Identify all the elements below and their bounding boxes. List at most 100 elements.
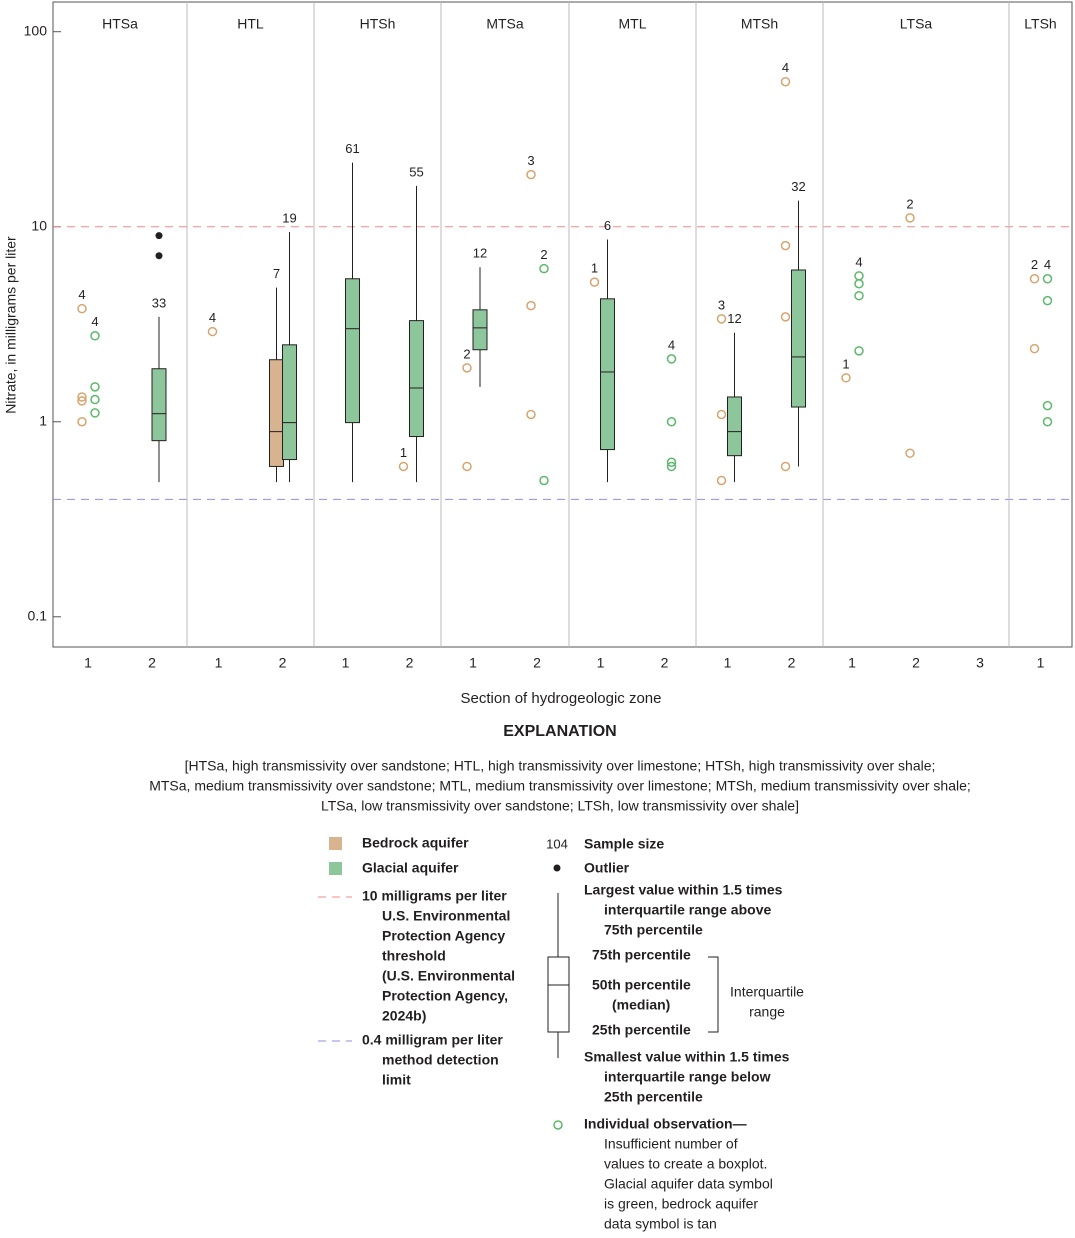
x-tick-label: 2 [533,655,541,671]
zone-label: HTSa [102,16,138,32]
y-tick-label: 10 [31,217,47,233]
legend-label: Protection Agency [382,928,505,944]
box [282,344,297,461]
x-tick-label: 1 [597,655,605,671]
observation [1042,417,1053,427]
key-label: interquartile range below [604,1069,771,1085]
sample-size: 1 [400,445,407,460]
observation [666,457,677,467]
x-tick-label: 2 [148,655,156,671]
observation [780,76,791,87]
zone-label: MTSa [486,16,524,32]
zone-label: MTSh [741,16,778,32]
sample-size: 4 [1044,257,1051,272]
observation [1042,295,1053,306]
observation [1042,274,1053,284]
legend-swatch [329,862,342,875]
sample-size: 4 [91,314,98,329]
observation [780,461,791,472]
outlier [155,232,163,240]
sample-size: 2 [1031,257,1038,272]
legend-label: 10 milligrams per liter [362,888,507,904]
key-label: Interquartile [730,984,804,1000]
x-tick-label: 1 [1037,655,1045,671]
observation [462,461,472,472]
sample-size: 19 [282,210,296,225]
observation [77,396,87,406]
sample-size: 1 [842,356,849,371]
sample-size: 61 [345,141,359,156]
sample-size: 4 [78,287,85,302]
box [151,368,167,442]
x-axis-label: Section of hydrogeologic zone [461,690,662,707]
observation [841,373,851,383]
key-label: Individual observation— [584,1116,747,1132]
x-tick-label: 3 [976,655,984,671]
legend-swatch [329,837,342,850]
sample-size: 33 [152,295,166,310]
x-tick-label: 1 [469,655,477,671]
key-label: Smallest value within 1.5 times [584,1049,790,1065]
sample-size: 12 [473,246,487,261]
zone-label: HTSh [360,16,396,32]
observation [539,263,549,274]
sample-size: 2 [463,346,470,361]
observation [90,382,100,392]
observation [526,169,536,180]
observation [854,290,864,301]
observation [716,475,727,486]
key-label: Largest value within 1.5 times [584,882,783,898]
observation [780,312,791,322]
sample-size: 55 [409,164,423,179]
observation [905,448,915,458]
plot-frame [52,1,1073,648]
key-label: interquartile range above [604,902,771,918]
x-tick-label: 1 [215,655,223,671]
box [269,359,284,467]
key-label: Insufficient number of [604,1136,738,1152]
note: [HTSa, high transmissivity over sandston… [185,758,936,774]
note: MTSa, medium transmissivity over sandsto… [149,778,971,794]
box [727,396,742,457]
observation [90,394,100,405]
observation [905,213,915,223]
observation [589,277,600,287]
observation [77,392,87,402]
key-label: 25th percentile [592,1022,691,1038]
observation [90,408,100,418]
key-outlier [553,864,561,872]
key-label: Outlier [584,860,630,876]
x-tick-label: 1 [84,655,92,671]
observation [539,475,549,486]
sample-size: 4 [782,60,789,75]
zone-label: LTSa [900,16,933,32]
x-tick-label: 2 [788,655,796,671]
observation [854,271,864,281]
observation [1029,274,1040,284]
key-label: data symbol is tan [604,1216,717,1232]
zone-label: MTL [619,16,647,32]
key-label: 25th percentile [604,1089,703,1105]
legend-label: Glacial aquifer [362,860,459,876]
observation [716,314,727,324]
note: LTSa, low transmissivity over sandstone;… [321,798,799,814]
legend-label: Protection Agency, [382,988,508,1004]
outlier [155,252,163,260]
observation [77,303,87,314]
observation [666,354,677,364]
legend-label: threshold [382,948,446,964]
observation [666,461,677,472]
key-sample-size-example: 104 [546,836,568,851]
x-tick-label: 2 [279,655,287,671]
box [409,320,424,438]
legend-label: 0.4 milligram per liter [362,1032,503,1048]
observation [854,346,864,356]
sample-size: 4 [209,310,216,325]
observation [90,331,100,341]
zone-label: LTSh [1024,16,1056,32]
legend-label: Bedrock aquifer [362,835,469,851]
observation [462,363,472,373]
explanation-title: EXPLANATION [503,723,616,740]
